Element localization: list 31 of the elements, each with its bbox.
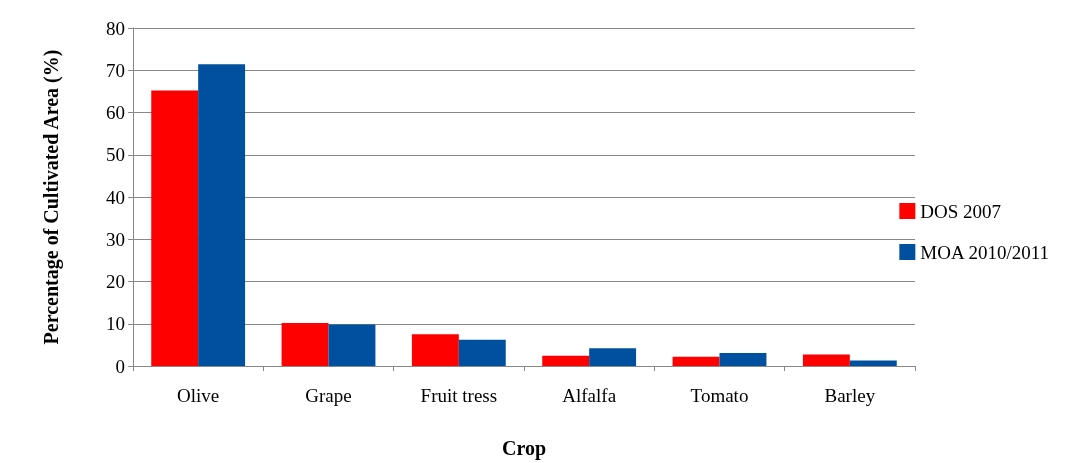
bar — [672, 356, 720, 366]
bar — [542, 355, 590, 366]
bar — [151, 90, 199, 366]
y-tick-label: 20 — [106, 271, 125, 292]
bar — [458, 339, 506, 366]
bar — [589, 348, 637, 366]
y-tick-label: 0 — [115, 355, 125, 377]
bar — [328, 324, 376, 366]
x-axis-title: Crop — [501, 437, 547, 460]
x-tick-label: Barley — [824, 385, 876, 406]
legend-label: DOS 2007 — [920, 200, 1002, 222]
y-tick-label: 30 — [106, 228, 125, 250]
bar — [849, 360, 897, 366]
y-tick-label: 80 — [106, 17, 125, 39]
x-tick-label: Tomato — [690, 385, 749, 406]
y-tick-label: 40 — [106, 186, 125, 208]
bar — [411, 334, 459, 366]
x-tick-label: Fruit tress — [420, 385, 498, 406]
y-tick-label: 60 — [106, 102, 125, 123]
y-tick-label: 70 — [106, 59, 125, 81]
x-tick-label: Grape — [305, 385, 352, 406]
bar — [719, 352, 767, 366]
x-tick-label: Olive — [177, 385, 220, 406]
y-tick-label: 50 — [106, 144, 125, 166]
x-tick-label: Alfalfa — [562, 385, 617, 406]
bar — [802, 354, 850, 366]
y-axis-title: Percentage of Cultivated Area (%) — [40, 49, 63, 345]
legend-label: MOA 2010/2011 — [920, 241, 1049, 263]
bar — [281, 322, 329, 366]
bar — [198, 64, 246, 366]
y-tick-label: 10 — [106, 313, 125, 335]
